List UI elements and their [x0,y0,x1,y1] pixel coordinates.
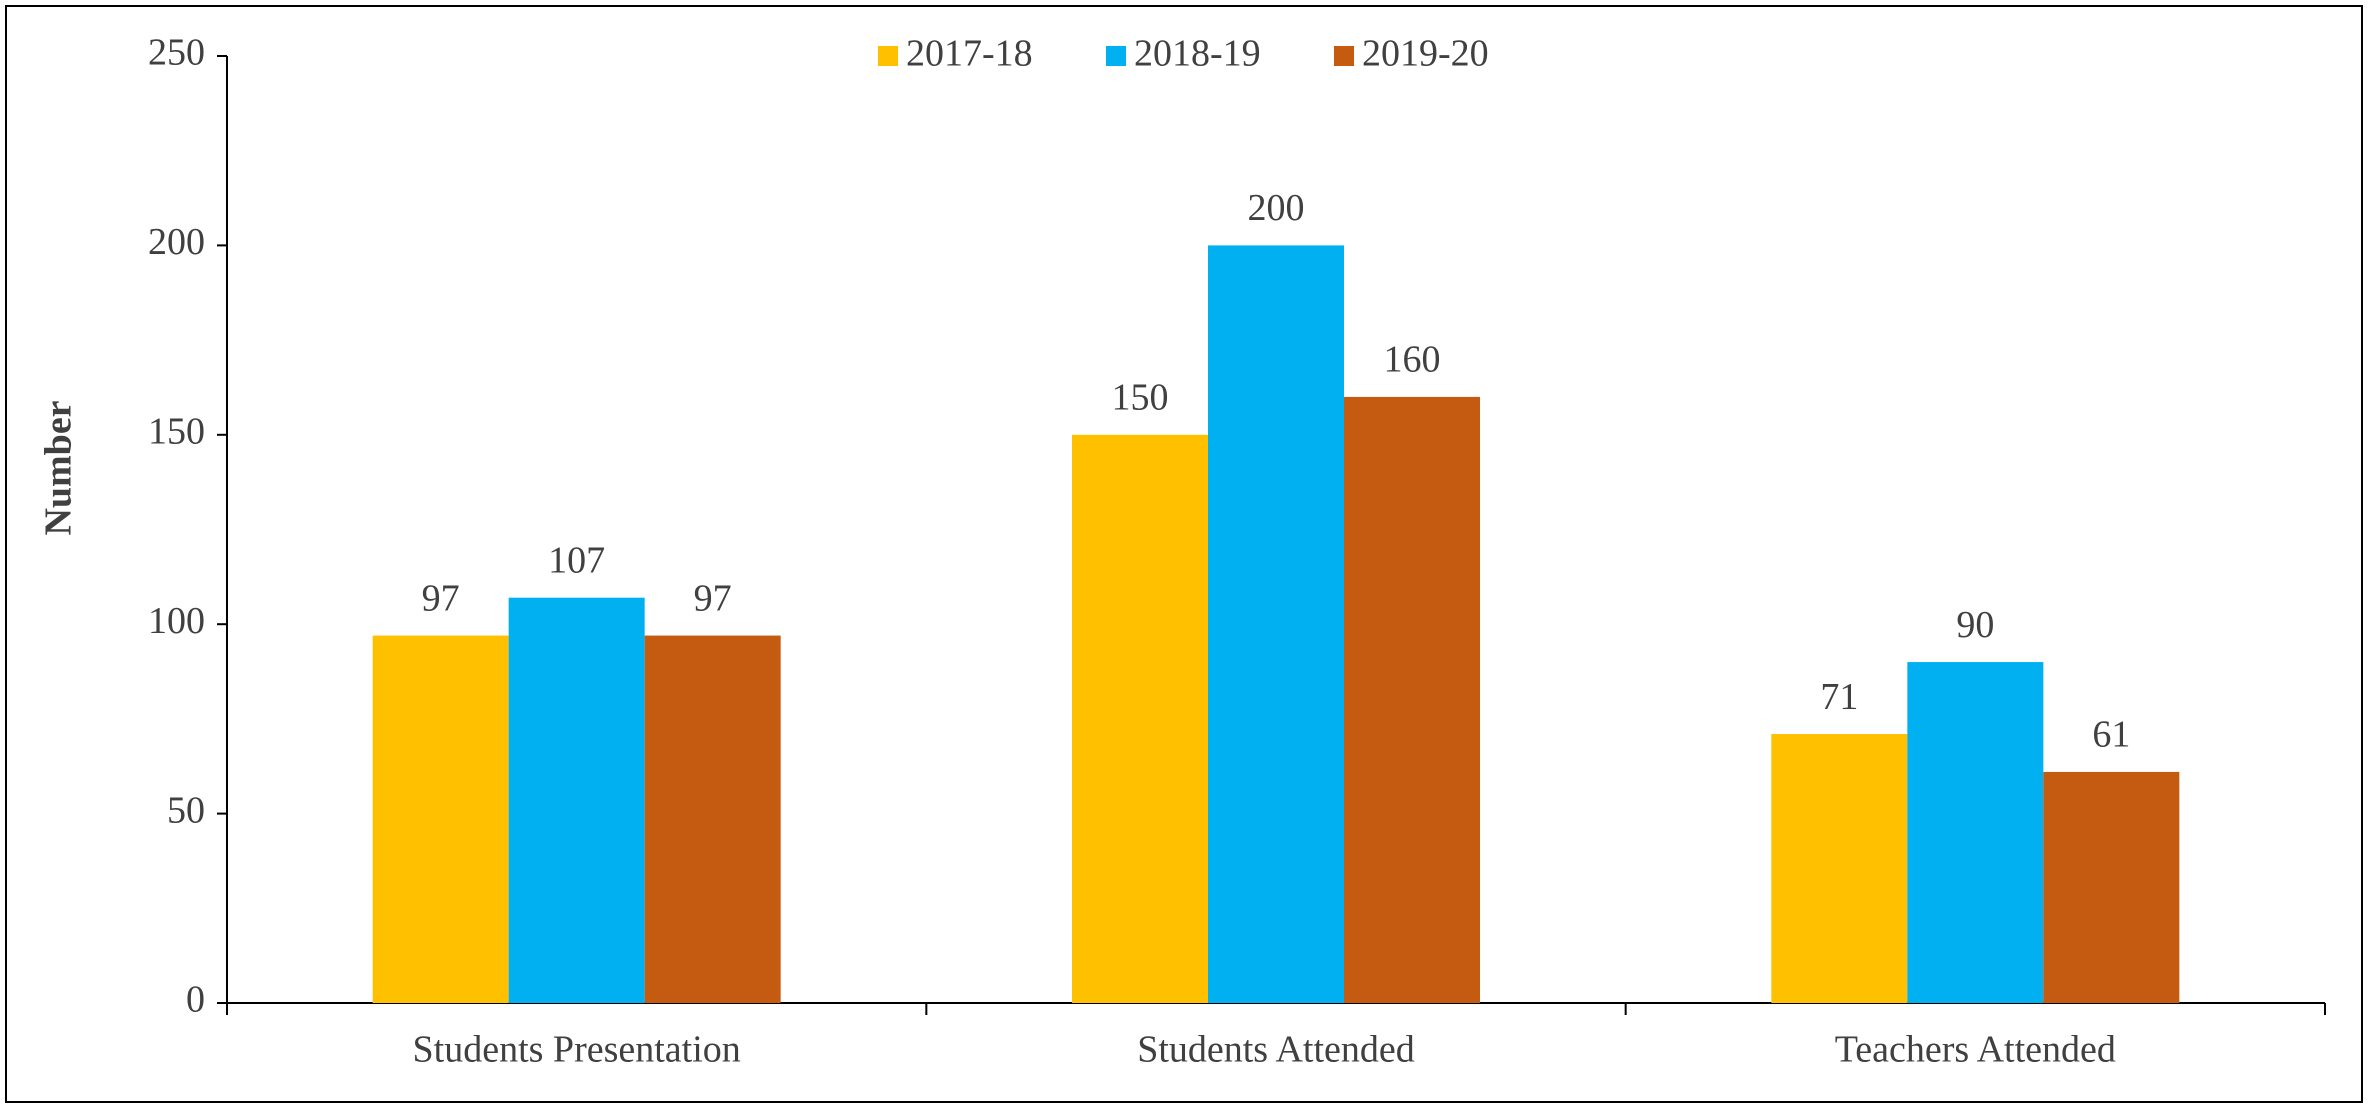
bar [1208,245,1344,1003]
bar [508,597,645,1003]
bar [372,635,509,1003]
data-label: 71 [1820,676,1858,718]
data-label: 97 [422,577,460,619]
bar [2043,771,2180,1003]
bar [1771,734,1908,1003]
legend-swatch [1334,46,1354,66]
bar [1072,434,1208,1003]
data-label: 97 [694,577,732,619]
legend-label: 2018-19 [1134,33,1261,75]
y-tick-label: 200 [148,221,205,263]
data-label: 61 [2092,714,2130,756]
y-axis-label: Number [38,400,80,535]
data-label: 150 [1112,377,1169,419]
legend-label: 2017-18 [906,33,1033,75]
data-label: 90 [1956,604,1994,646]
legend-swatch [1106,46,1126,66]
bar [644,635,781,1003]
data-label: 200 [1248,187,1305,229]
y-tick-label: 0 [186,979,205,1021]
data-label: 107 [548,539,605,581]
bar [1907,662,2044,1003]
legend-swatch [878,46,898,66]
y-tick-label: 250 [148,32,205,74]
bar [1344,396,1480,1003]
y-tick-label: 50 [167,789,205,831]
data-label: 160 [1384,339,1441,381]
legend-label: 2019-20 [1362,33,1489,75]
x-tick-label: Students Presentation [413,1029,741,1071]
y-tick-label: 150 [148,411,205,453]
x-tick-label: Teachers Attended [1835,1029,2116,1071]
y-tick-label: 100 [148,600,205,642]
x-tick-label: Students Attended [1137,1029,1415,1071]
